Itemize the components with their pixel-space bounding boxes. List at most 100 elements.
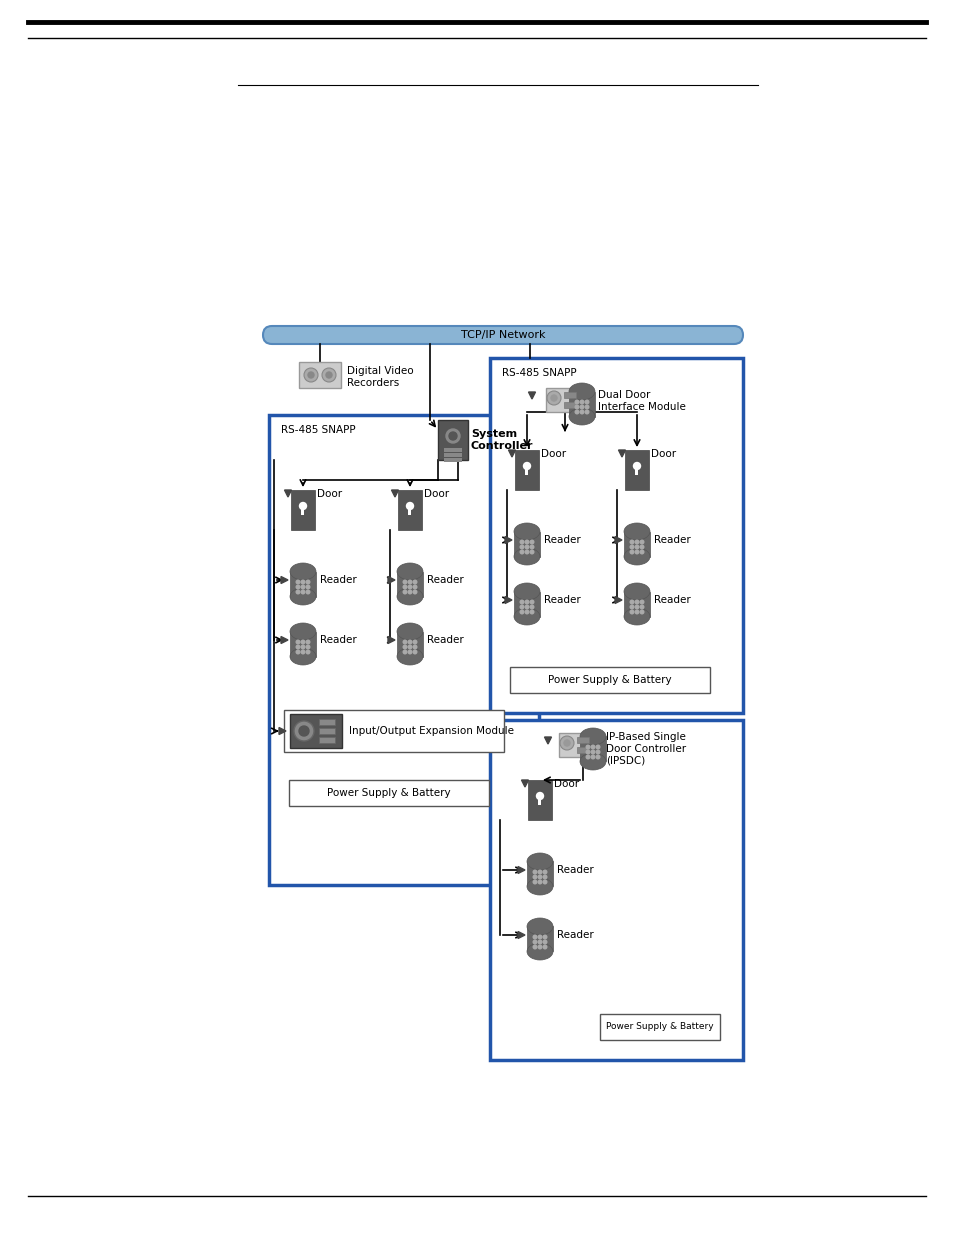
Ellipse shape [514, 583, 539, 600]
Ellipse shape [623, 522, 649, 540]
Circle shape [542, 876, 546, 879]
Circle shape [322, 368, 335, 382]
Ellipse shape [290, 588, 315, 605]
Circle shape [635, 545, 639, 548]
Polygon shape [615, 536, 621, 543]
Circle shape [403, 580, 406, 584]
Text: RS-485 SNAPP: RS-485 SNAPP [281, 425, 355, 435]
Text: Reader: Reader [654, 595, 690, 605]
Circle shape [542, 940, 546, 944]
Circle shape [596, 745, 599, 748]
Ellipse shape [526, 918, 553, 935]
Circle shape [299, 503, 306, 510]
Circle shape [630, 551, 633, 553]
Circle shape [301, 585, 304, 589]
Polygon shape [391, 490, 398, 496]
Circle shape [295, 640, 299, 643]
Circle shape [525, 610, 528, 614]
Ellipse shape [514, 608, 539, 625]
Circle shape [530, 610, 534, 614]
Circle shape [533, 881, 537, 884]
Bar [527, 781, 552, 820]
Circle shape [584, 400, 588, 404]
Bar [515, 450, 538, 490]
Circle shape [591, 745, 594, 748]
Polygon shape [388, 636, 395, 643]
Circle shape [591, 755, 594, 758]
Circle shape [575, 400, 578, 404]
Polygon shape [618, 450, 625, 457]
Circle shape [537, 871, 541, 874]
Circle shape [295, 590, 299, 594]
Bar [490, 720, 742, 1060]
Circle shape [294, 721, 314, 741]
Bar [289, 781, 489, 806]
Ellipse shape [396, 588, 422, 605]
Circle shape [301, 590, 304, 594]
Circle shape [408, 645, 412, 648]
Circle shape [584, 410, 588, 414]
Circle shape [639, 600, 643, 604]
Ellipse shape [623, 608, 649, 625]
Circle shape [596, 755, 599, 758]
Circle shape [301, 640, 304, 643]
Circle shape [308, 372, 314, 378]
Bar [514, 531, 539, 557]
Bar [408, 506, 411, 515]
Polygon shape [388, 577, 395, 583]
Circle shape [301, 580, 304, 584]
Circle shape [306, 580, 310, 584]
Text: Reader: Reader [427, 635, 463, 645]
Circle shape [537, 940, 541, 944]
Circle shape [408, 650, 412, 653]
Bar [318, 737, 335, 743]
Circle shape [551, 395, 557, 401]
Circle shape [639, 551, 643, 553]
Circle shape [406, 503, 413, 510]
Bar [290, 631, 315, 657]
Bar [579, 736, 605, 762]
Polygon shape [284, 490, 292, 496]
Polygon shape [281, 577, 288, 583]
Bar [490, 358, 742, 713]
Circle shape [533, 945, 537, 948]
Circle shape [596, 750, 599, 753]
Text: System: System [471, 429, 517, 438]
Circle shape [635, 600, 639, 604]
Circle shape [542, 935, 546, 939]
Circle shape [403, 585, 406, 589]
Circle shape [585, 755, 589, 758]
Text: Reader: Reader [557, 930, 593, 940]
Circle shape [446, 429, 459, 443]
Bar [545, 388, 574, 412]
Bar [290, 572, 315, 597]
Circle shape [542, 871, 546, 874]
Text: Interface Module: Interface Module [598, 403, 685, 412]
Circle shape [537, 945, 541, 948]
Circle shape [295, 585, 299, 589]
Circle shape [408, 580, 412, 584]
Text: Door: Door [554, 779, 578, 789]
Circle shape [585, 750, 589, 753]
Text: Digital Video: Digital Video [347, 366, 414, 375]
Bar [510, 667, 709, 693]
Polygon shape [504, 597, 512, 604]
Text: Reader: Reader [319, 576, 356, 585]
Circle shape [301, 645, 304, 648]
Circle shape [533, 940, 537, 944]
Polygon shape [504, 536, 512, 543]
Circle shape [525, 545, 528, 548]
Circle shape [519, 610, 523, 614]
Text: Door: Door [540, 450, 565, 459]
Text: Reader: Reader [654, 535, 690, 545]
Bar [290, 714, 341, 748]
Polygon shape [521, 781, 528, 787]
Polygon shape [278, 727, 286, 735]
Circle shape [413, 580, 416, 584]
Circle shape [519, 605, 523, 609]
Bar [624, 450, 648, 490]
Circle shape [639, 610, 643, 614]
Circle shape [525, 600, 528, 604]
Text: Power Supply & Battery: Power Supply & Battery [327, 788, 451, 798]
Bar [396, 572, 422, 597]
